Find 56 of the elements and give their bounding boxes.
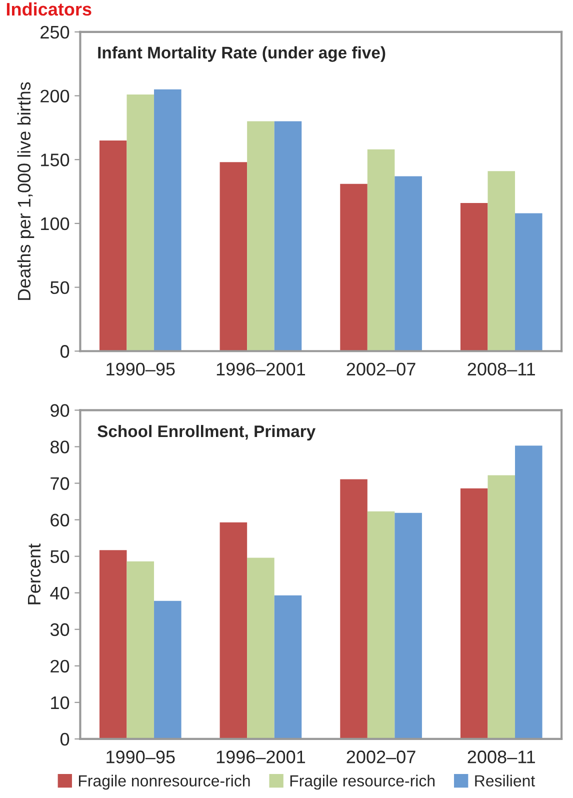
x-tick-label: 1996–2001: [216, 750, 306, 764]
x-tick-label: 2008–11: [468, 362, 535, 376]
x-tick-label: 1990–95: [106, 750, 175, 764]
bar: [394, 176, 422, 352]
bar: [460, 488, 488, 739]
bar: [274, 121, 302, 352]
legend-label: Resilient: [475, 774, 536, 787]
y-tick-label: 50: [50, 550, 70, 564]
y-tick-label: 20: [50, 660, 70, 673]
bar: [394, 512, 422, 739]
y-tick-label: 100: [41, 217, 70, 230]
bar: [99, 550, 127, 739]
x-tick-label: 2008–11: [468, 750, 535, 764]
y-tick-label: 250: [40, 26, 70, 39]
text: School Enrollment, Primary: [98, 424, 316, 441]
text: Infant Mortality Rate (under age five): [98, 46, 386, 62]
bar: [274, 595, 302, 739]
y-tick-label: 80: [50, 440, 70, 454]
bar: [154, 89, 182, 352]
y-tick-label: 60: [50, 514, 70, 526]
y-axis-title: Deaths per 1,000 live births: [17, 82, 34, 300]
y-tick-label: 90: [50, 404, 70, 417]
legend-label: Fragile nonresource-rich: [78, 774, 250, 790]
y-tick-label: 50: [50, 281, 70, 294]
bar: [126, 561, 154, 739]
bar: [99, 140, 127, 352]
legend-label: Fragile resource-rich: [290, 774, 435, 790]
y-tick-label: 10: [51, 696, 70, 710]
bar: [340, 479, 368, 739]
bar: [247, 121, 274, 352]
bar: [367, 149, 395, 352]
bar: [340, 184, 368, 352]
y-tick-label: 0: [60, 345, 70, 358]
bar: [515, 446, 542, 739]
y-tick-label: 70: [50, 477, 70, 490]
bar: [488, 475, 516, 739]
y-tick-label: 40: [50, 586, 70, 600]
y-axis-title: Percent: [28, 544, 41, 604]
bar: [247, 558, 274, 739]
bar: [488, 171, 516, 352]
bar: [515, 213, 542, 352]
y-tick-label: 0: [60, 732, 70, 746]
x-tick-label: 2002–07: [346, 750, 416, 764]
x-tick-label: 1996–2001: [216, 362, 306, 376]
y-tick-label: 30: [50, 623, 70, 636]
x-tick-label: 2002–07: [346, 362, 416, 376]
bar: [220, 522, 248, 739]
bar: [367, 511, 395, 739]
y-tick-label: 200: [40, 90, 70, 102]
bar: [460, 203, 488, 352]
bar: [126, 94, 154, 352]
bar: [220, 162, 248, 352]
y-tick-label: 150: [41, 154, 70, 166]
x-tick-label: 1990–95: [106, 362, 175, 376]
bar: [154, 600, 182, 739]
text: Indicators: [6, 2, 92, 16]
